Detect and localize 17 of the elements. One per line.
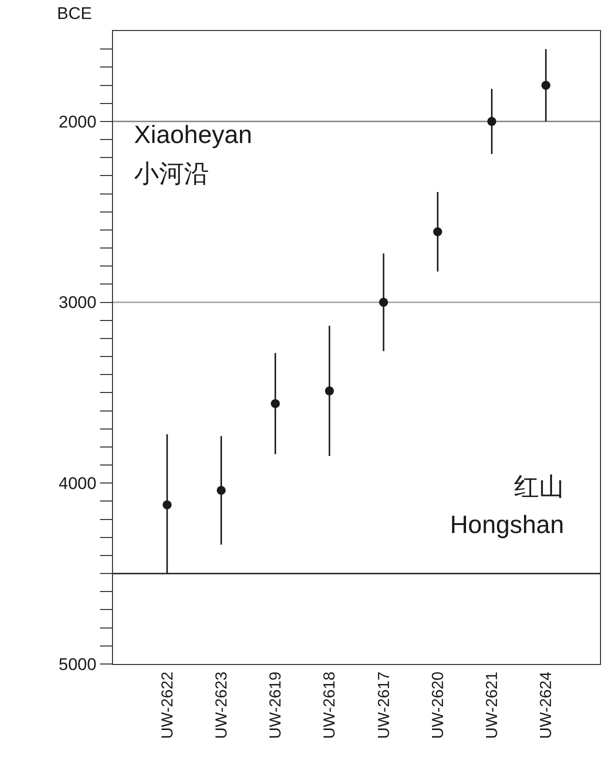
x-tick-label: UW-2623 [213,671,230,739]
y-tick-label: 5000 [58,654,96,674]
x-tick-label: UW-2620 [430,671,447,739]
x-tick-label: UW-2619 [268,671,285,739]
y-tick-label: 3000 [58,293,96,312]
annotation: Hongshan [450,511,564,539]
y-tick-label: 4000 [58,474,96,494]
annotation: 小河沿 [134,160,209,188]
x-tick-label: UW-2624 [538,671,556,739]
y-tick-label: 2000 [58,112,96,132]
y-axis-title: BCE [57,4,92,23]
annotation: 红山 [514,473,564,501]
x-tick-label: UW-2621 [484,671,501,739]
x-tick-label: UW-2617 [376,671,393,739]
x-tick-label: UW-2622 [159,671,176,739]
x-tick-label: UW-2618 [322,671,339,739]
annotation: Xiaoheyan [134,121,252,149]
